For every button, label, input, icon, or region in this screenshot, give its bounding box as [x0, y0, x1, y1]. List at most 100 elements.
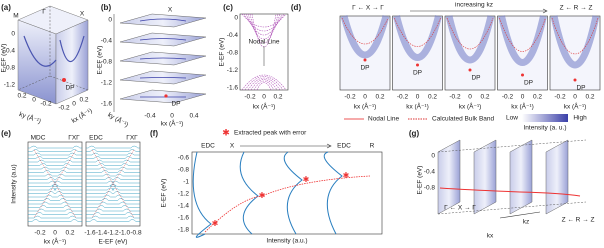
label: kx (Å⁻¹): [511, 102, 534, 111]
label: -0.8: [178, 167, 190, 174]
label: -0.2: [554, 94, 566, 101]
label: Γ ← X → Γ: [352, 5, 384, 12]
label: -1.4: [178, 203, 190, 210]
spectrum-curve: [28, 166, 82, 170]
bulk-band: [446, 17, 494, 50]
bulk-band: [249, 13, 279, 44]
edc-curve: [283, 151, 303, 235]
spectrum-curve: [28, 212, 82, 215]
contour: [139, 57, 187, 60]
bulk-band: [341, 17, 389, 45]
label: -0.2: [449, 94, 461, 101]
label: -0.8: [4, 65, 16, 72]
label: DP: [471, 75, 480, 82]
label: 0.2: [79, 97, 88, 104]
label: -1.6: [101, 101, 113, 108]
energy-slice: [119, 89, 207, 104]
label: 0: [11, 31, 15, 38]
label: E-EF (eV): [97, 46, 104, 75]
peak-marker: ✱: [343, 171, 350, 180]
spectrum-curve: [28, 156, 82, 159]
label: 0: [32, 97, 36, 104]
label: (f): [150, 129, 158, 138]
label: kx (Å⁻¹): [564, 102, 587, 111]
band: [23, 35, 85, 67]
label: -0.2: [34, 230, 46, 237]
k-slab: [545, 139, 569, 215]
label: -1.2: [4, 82, 16, 89]
spectrum-curve: [28, 159, 82, 163]
label: -1.6: [178, 215, 190, 222]
label: -1.4: [96, 230, 108, 237]
label: -0.2: [40, 101, 52, 108]
label: (d): [291, 3, 302, 12]
bulk-band: [244, 76, 284, 91]
label: 0.2: [273, 94, 282, 101]
dirac-point: [521, 73, 524, 77]
label: X: [80, 11, 85, 18]
label: -1: [183, 179, 189, 186]
spectrum-curve: [86, 191, 140, 194]
label: -0.4: [4, 48, 16, 55]
bulk-band: [253, 80, 275, 91]
peak-marker: ✱: [303, 175, 310, 184]
label: -0.8: [130, 230, 142, 237]
label: High: [573, 115, 587, 122]
label: (c): [223, 3, 233, 12]
label: DP: [171, 101, 180, 108]
contour: [139, 38, 187, 41]
label: Intensity (a.u): [11, 164, 18, 203]
contour: [139, 77, 187, 79]
label: Extracted peak with error: [234, 130, 307, 137]
peak-trace: [91, 149, 135, 219]
spectrum-curve: [86, 156, 140, 159]
label: -0.8: [101, 59, 113, 66]
label: -0.8: [227, 50, 239, 57]
spectrum-curve: [86, 163, 140, 166]
label: 0: [363, 94, 367, 101]
k-slab: [437, 139, 461, 215]
label: ky (Å⁻¹): [18, 109, 42, 125]
label: 0.2: [428, 94, 437, 101]
spectrum-curve: [28, 173, 82, 177]
spectrum-curve: [28, 170, 82, 173]
label: kx (Å⁻¹): [70, 106, 94, 125]
peak-trace: [33, 149, 77, 219]
contour: [139, 18, 187, 22]
label: 0.2: [65, 230, 74, 237]
spectrum-curve: [28, 149, 82, 152]
spectrum-curve: [86, 212, 140, 215]
label: 0.2: [375, 94, 384, 101]
label: 0: [234, 15, 238, 22]
label: -0.2: [397, 94, 409, 101]
label: ΓXΓ: [126, 135, 138, 142]
label: EDC: [201, 143, 215, 150]
spectrum-curve: [86, 166, 140, 170]
spectrum-curve: [28, 219, 82, 222]
dirac-point: [416, 63, 419, 67]
label: 0: [573, 94, 577, 101]
label: X: [168, 7, 173, 14]
spectrum-curve: [28, 152, 82, 156]
label: -0.6: [178, 155, 190, 162]
spectrum-curve: [86, 215, 140, 219]
spectrum-curve: [86, 198, 140, 201]
label: increasing kz: [455, 2, 493, 9]
spectrum-curve: [86, 180, 140, 184]
energy-slice: [119, 13, 207, 28]
label: -1.2: [227, 67, 239, 74]
label: 0.4: [189, 113, 198, 120]
dirac-point: [363, 58, 367, 62]
label: Intensity (a. u.): [524, 125, 567, 132]
label: (g): [409, 129, 420, 138]
spectrum-curve: [86, 184, 140, 187]
spectrum-curve: [28, 180, 82, 184]
spectrum-curve: [28, 145, 82, 149]
label: E-EF (eV): [1, 44, 8, 73]
spectrum-curve: [86, 219, 140, 222]
label: DP: [524, 80, 533, 87]
plot-frame: [85, 141, 141, 227]
bulk-band: [250, 79, 278, 91]
peak-marker: ✱: [212, 219, 219, 228]
